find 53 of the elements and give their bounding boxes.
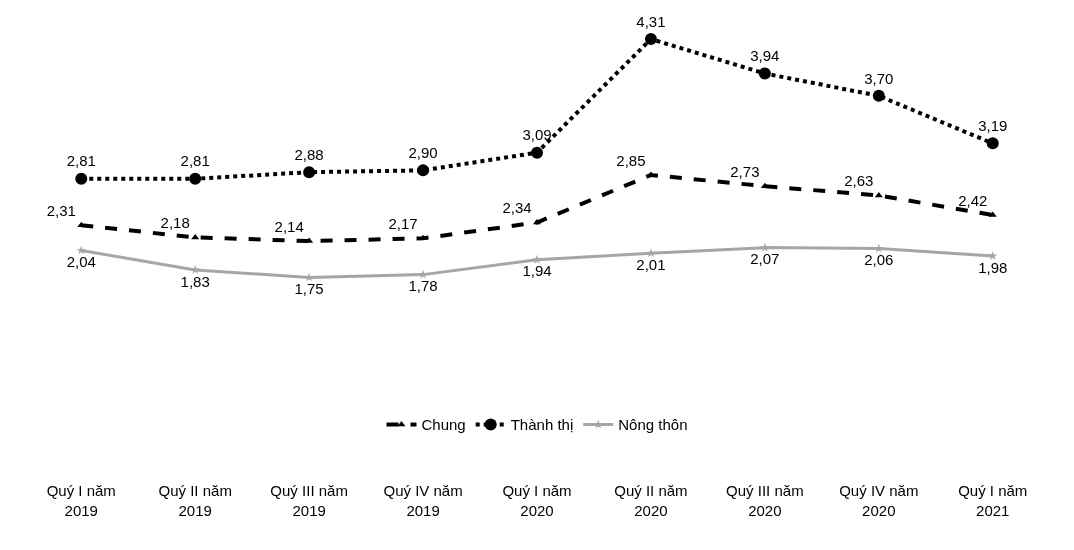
x-tick-label: Quý II năm 2020 [614,482,688,519]
data-label: 2,81 [180,152,210,170]
x-tick-label: Quý II năm 2019 [158,482,232,519]
data-label: 2,14 [274,217,304,235]
data-label: 4,31 [636,12,666,30]
data-label: 2,31 [46,202,76,220]
data-label: 2,18 [160,214,190,232]
data-label: 2,81 [66,152,96,170]
data-label: 2,17 [388,215,418,233]
x-tick-label: Quý I năm 2020 [502,482,572,519]
point [417,164,430,177]
x-tick-label: Quý I năm 2019 [46,482,116,519]
data-label: 1,98 [978,258,1008,276]
point [191,233,200,240]
point [532,218,542,225]
x-tick-label: Quý I năm 2021 [958,482,1028,519]
point [874,191,883,198]
data-label: 1,78 [408,277,438,295]
data-label: 1,94 [522,262,552,280]
legend-label: Thành thị [510,416,574,434]
point [758,67,771,80]
x-tick-label: Quý IV năm 2019 [383,482,463,519]
x-tick-label: Quý III năm 2020 [726,482,804,519]
data-label: 2,73 [730,163,760,181]
point [986,137,999,150]
data-label: 2,42 [958,191,988,209]
data-label: 1,83 [180,272,210,290]
legend-label: Chung [421,416,466,434]
point [75,172,88,185]
data-label: 3,94 [750,47,780,65]
point [872,89,885,102]
x-tick-label: Quý IV năm 2020 [839,482,919,519]
data-label: 3,09 [522,126,552,144]
data-label: 2,63 [844,172,874,190]
data-label: 2,06 [864,251,894,269]
x-tick-label: Quý III năm 2019 [270,482,348,519]
point [189,172,202,185]
data-label: 2,85 [616,151,646,169]
data-label: 3,19 [978,117,1008,135]
point [644,33,657,46]
data-label: 2,07 [750,250,780,268]
data-label: 3,70 [864,69,894,87]
data-label: 2,88 [294,145,324,163]
point [988,251,998,260]
point [303,166,316,179]
legend-label: Nông thôn [618,416,688,434]
data-label: 2,34 [502,199,532,217]
data-label: 2,04 [66,253,96,271]
point [531,146,543,159]
data-label: 2,90 [408,144,438,162]
data-label: 1,75 [294,280,324,298]
point [76,245,86,255]
data-label: 2,01 [636,255,666,273]
